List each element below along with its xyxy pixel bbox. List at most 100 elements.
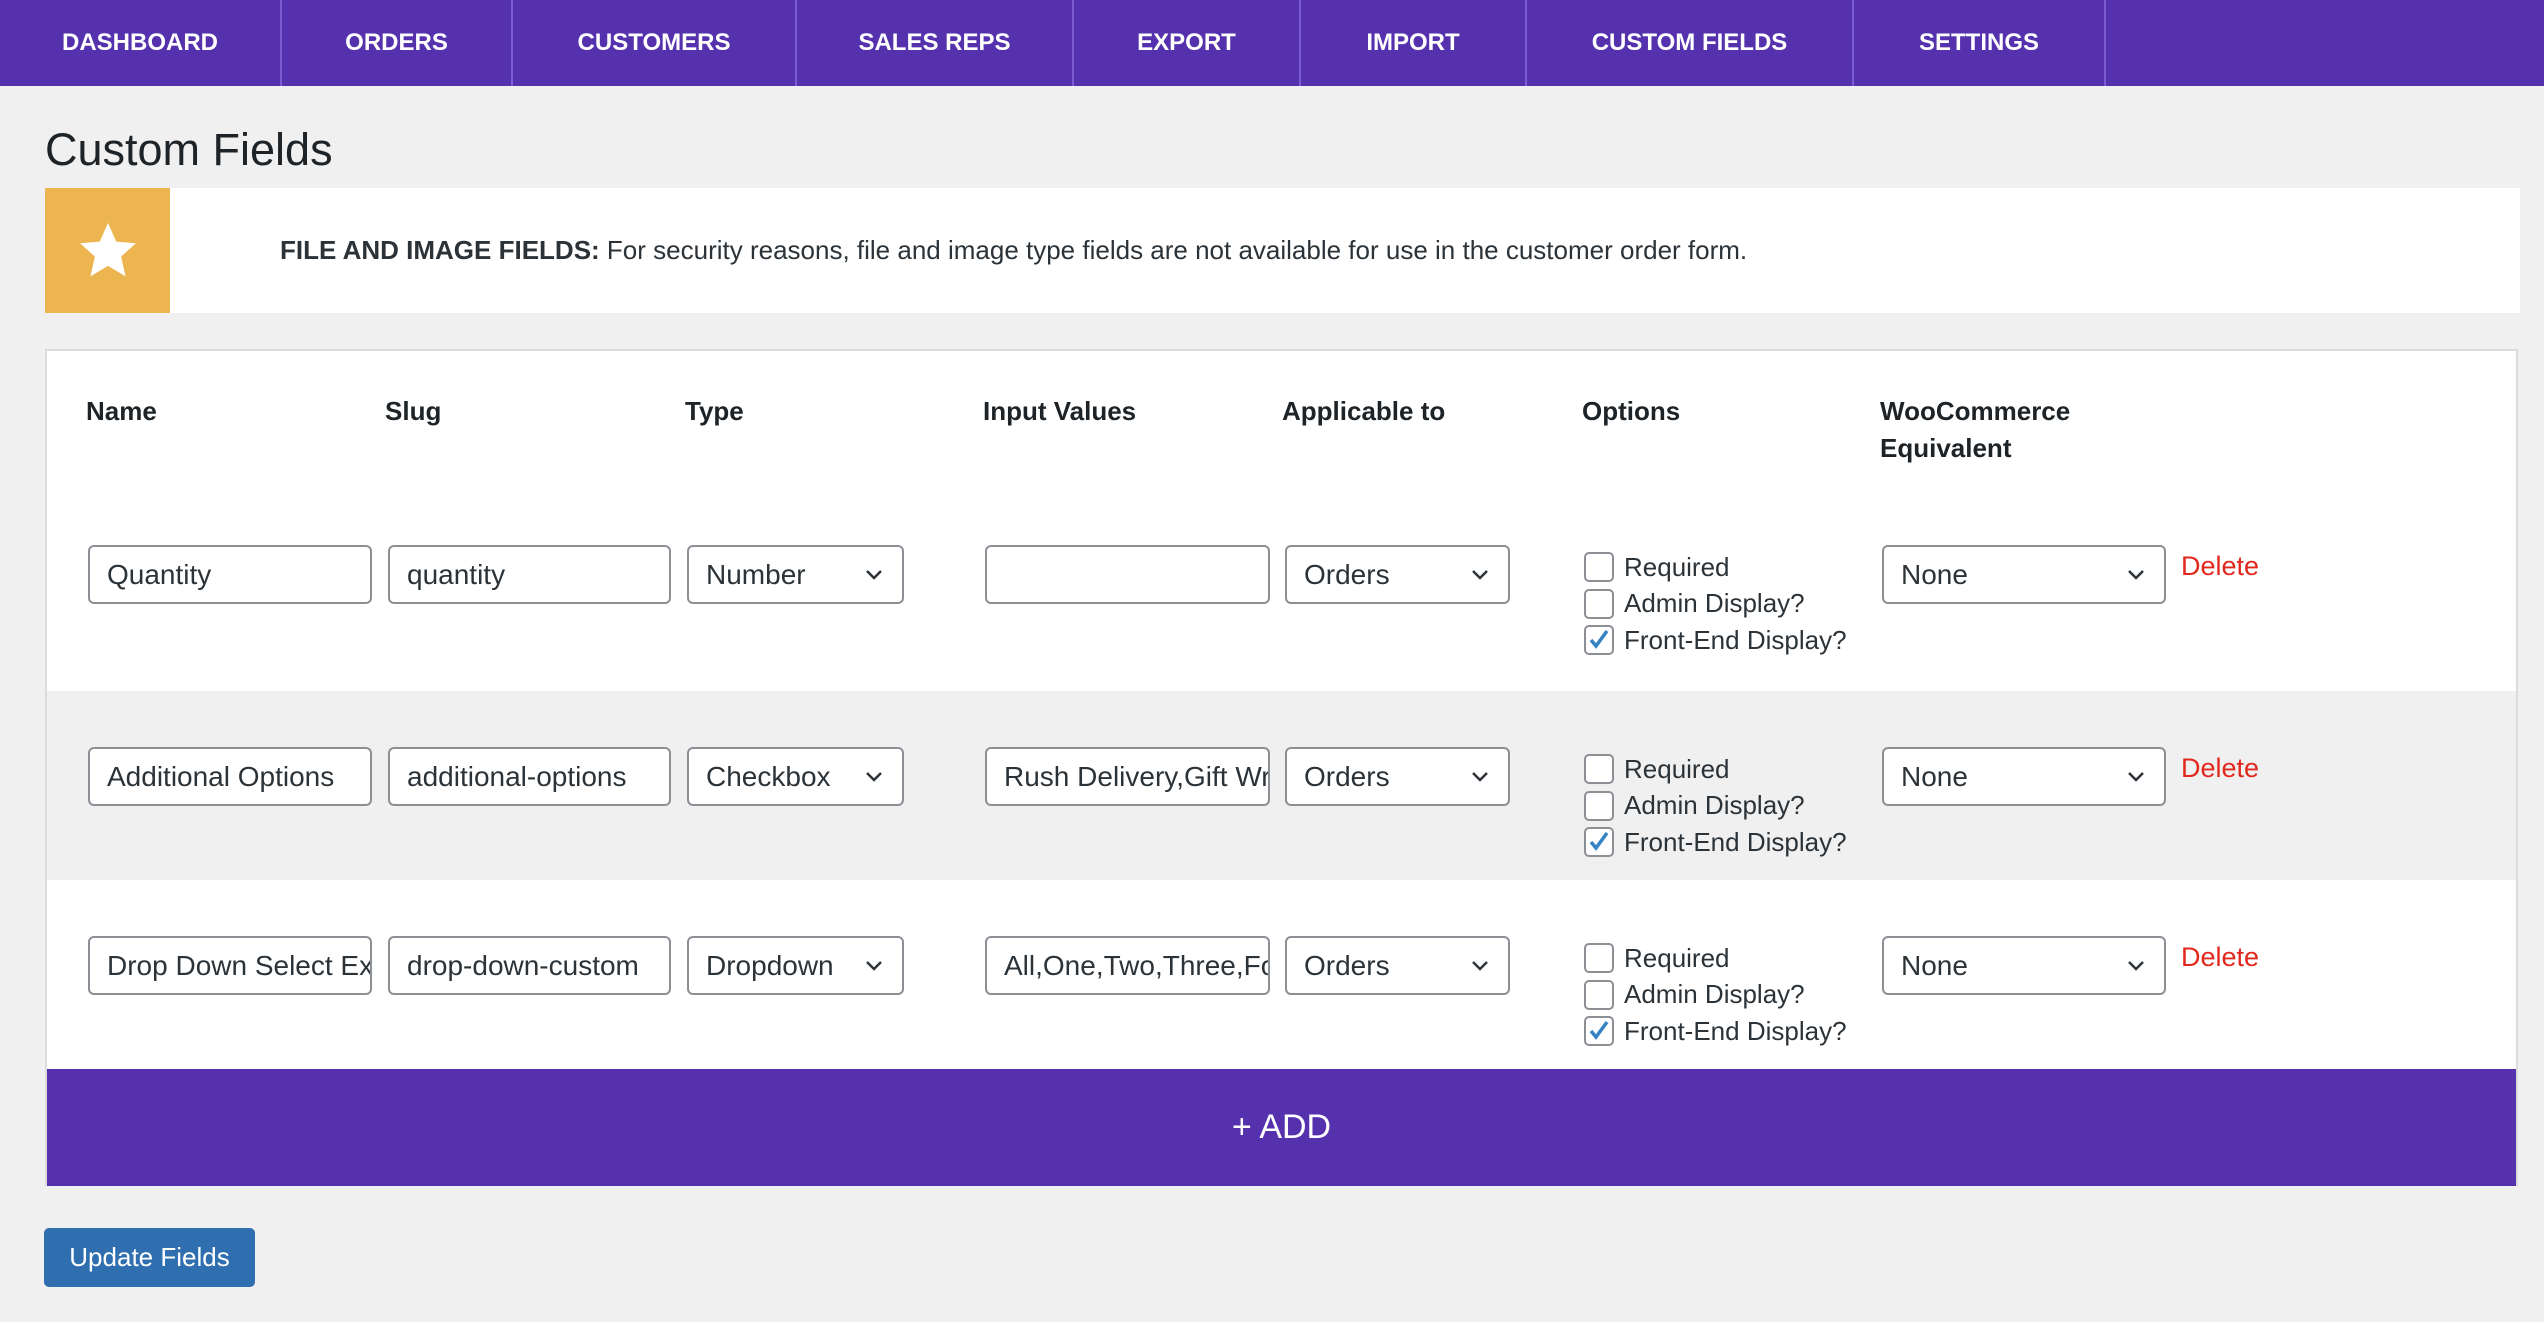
woocommerce-equivalent-select-value: None: [1901, 558, 1968, 590]
notice-text: FILE AND IMAGE FIELDS: For security reas…: [280, 235, 1747, 266]
option-required[interactable]: Required: [1584, 940, 1847, 977]
column-header: Type: [685, 396, 744, 426]
options-group: Required Admin Display? Front-End Display?: [1584, 549, 1847, 659]
slug-input-value: drop-down-custom: [407, 949, 639, 981]
option-label: Required: [1624, 551, 1730, 582]
option-required[interactable]: Required: [1584, 751, 1847, 788]
chevron-down-icon: [866, 772, 882, 782]
option-label: Required: [1624, 753, 1730, 784]
option-label: Front-End Display?: [1624, 1015, 1847, 1046]
name-input[interactable]: Quantity: [88, 545, 372, 604]
update-fields-button[interactable]: Update Fields: [44, 1228, 255, 1287]
nav-sales-reps[interactable]: SALES REPS: [797, 0, 1074, 86]
input-values-input[interactable]: Rush Delivery,Gift Wrap: [985, 747, 1270, 806]
option-label: Front-End Display?: [1624, 826, 1847, 857]
nav-import[interactable]: IMPORT: [1301, 0, 1527, 86]
chevron-down-icon: [2128, 772, 2144, 782]
option-admin-display[interactable]: Admin Display?: [1584, 977, 1847, 1014]
slug-input[interactable]: quantity: [388, 545, 671, 604]
top-nav: DASHBOARD ORDERS CUSTOMERS SALES REPS EXPORT…: [0, 0, 2544, 86]
checkbox[interactable]: [1584, 588, 1614, 619]
slug-input[interactable]: additional-options: [388, 747, 671, 806]
nav-export[interactable]: EXPORT: [1074, 0, 1301, 86]
add-field-button[interactable]: + ADD: [47, 1069, 2516, 1186]
checkbox[interactable]: [1584, 943, 1614, 974]
checkbox[interactable]: [1584, 625, 1614, 656]
input-values-input-value: Rush Delivery,Gift Wrap: [1004, 760, 1270, 792]
notice-banner: FILE AND IMAGE FIELDS: For security reas…: [45, 188, 2520, 313]
applicable-to-select-value: Orders: [1304, 949, 1390, 981]
nav-dashboard[interactable]: DASHBOARD: [0, 0, 282, 86]
chevron-down-icon: [1472, 961, 1488, 971]
star-icon: [45, 188, 170, 313]
type-select[interactable]: Checkbox: [687, 747, 904, 806]
slug-input[interactable]: drop-down-custom: [388, 936, 671, 995]
delete-link[interactable]: Delete: [2181, 753, 2260, 783]
applicable-to-select[interactable]: Orders: [1285, 545, 1510, 604]
option-front-end-display[interactable]: Front-End Display?: [1584, 1013, 1847, 1050]
applicable-to-select[interactable]: Orders: [1285, 936, 1510, 995]
column-header: Name: [86, 396, 157, 426]
name-input-value: Drop Down Select Example: [107, 949, 372, 981]
type-select[interactable]: Dropdown: [687, 936, 904, 995]
option-front-end-display[interactable]: Front-End Display?: [1584, 622, 1847, 659]
column-header: Input Values: [983, 396, 1137, 426]
checkbox[interactable]: [1584, 790, 1614, 821]
page-title: Custom Fields: [45, 124, 333, 175]
option-front-end-display[interactable]: Front-End Display?: [1584, 824, 1847, 861]
delete-link[interactable]: Delete: [2181, 551, 2260, 581]
name-input[interactable]: Drop Down Select Example: [88, 936, 372, 995]
woocommerce-equivalent-select[interactable]: None: [1882, 545, 2166, 604]
input-values-input[interactable]: All,One,Two,Three,Four: [985, 936, 1270, 995]
option-label: Front-End Display?: [1624, 624, 1847, 655]
checkbox[interactable]: [1584, 827, 1614, 858]
option-label: Admin Display?: [1624, 790, 1805, 821]
options-group: Required Admin Display? Front-End Display?: [1584, 751, 1847, 861]
woocommerce-equivalent-select[interactable]: None: [1882, 936, 2166, 995]
checkbox[interactable]: [1584, 1016, 1614, 1047]
checkbox[interactable]: [1584, 754, 1614, 785]
delete-link[interactable]: Delete: [2181, 942, 2260, 972]
notice-bold: FILE AND IMAGE FIELDS:: [280, 235, 600, 265]
notice-body: For security reasons, file and image typ…: [599, 235, 1748, 265]
options-group: Required Admin Display? Front-End Display?: [1584, 940, 1847, 1050]
name-input-value: Additional Options: [107, 760, 335, 792]
option-admin-display[interactable]: Admin Display?: [1584, 586, 1847, 623]
woocommerce-equivalent-select-value: None: [1901, 949, 1968, 981]
type-select-value: Dropdown: [706, 949, 834, 981]
type-select[interactable]: Number: [687, 545, 904, 604]
nav-customers[interactable]: CUSTOMERS: [513, 0, 797, 86]
column-header: Applicable to: [1282, 396, 1446, 426]
chevron-down-icon: [866, 961, 882, 971]
slug-input-value: additional-options: [407, 760, 627, 792]
option-label: Admin Display?: [1624, 979, 1805, 1010]
type-select-value: Number: [706, 558, 806, 590]
option-required[interactable]: Required: [1584, 549, 1847, 586]
option-label: Admin Display?: [1624, 588, 1805, 619]
checkbox[interactable]: [1584, 979, 1614, 1010]
option-label: Required: [1624, 942, 1730, 973]
nav-orders[interactable]: ORDERS: [282, 0, 513, 86]
table-row: Drop Down Select Example drop-down-custom…: [47, 880, 2516, 1069]
woocommerce-equivalent-select[interactable]: None: [1882, 747, 2166, 806]
applicable-to-select-value: Orders: [1304, 558, 1390, 590]
column-header: WooCommerce Equivalent: [1880, 396, 2071, 463]
column-header: Options: [1582, 396, 1681, 426]
table-row: Quantity quantity Number Orders Required Admi…: [47, 489, 2516, 691]
applicable-to-select-value: Orders: [1304, 760, 1390, 792]
checkbox[interactable]: [1584, 552, 1614, 583]
nav-custom-fields[interactable]: CUSTOM FIELDS: [1527, 0, 1854, 86]
name-input-value: Quantity: [107, 558, 212, 590]
input-values-input[interactable]: [985, 545, 1270, 604]
name-input[interactable]: Additional Options: [88, 747, 372, 806]
input-values-input-value: All,One,Two,Three,Four: [1004, 949, 1268, 981]
table-row: Additional Options additional-options Chec…: [47, 691, 2516, 880]
nav-settings[interactable]: SETTINGS: [1854, 0, 2106, 86]
chevron-down-icon: [2128, 961, 2144, 971]
option-admin-display[interactable]: Admin Display?: [1584, 788, 1847, 825]
woocommerce-equivalent-select-value: None: [1901, 760, 1968, 792]
chevron-down-icon: [1472, 772, 1488, 782]
custom-fields-table: Drop Down Select Example drop-down-custom…: [45, 349, 2518, 1186]
type-select-value: Checkbox: [706, 760, 831, 792]
applicable-to-select[interactable]: Orders: [1285, 747, 1510, 806]
